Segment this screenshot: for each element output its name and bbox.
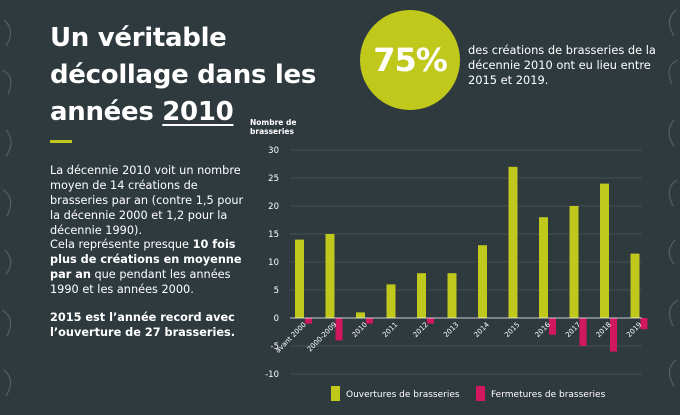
- y-axis-label-line-1: Nombre de: [250, 118, 296, 127]
- y-tick-label: -5: [271, 342, 279, 352]
- accent-divider: [50, 140, 72, 143]
- bar-closure: [549, 318, 556, 335]
- legend-label-openings: Ouvertures de brasseries: [346, 390, 460, 400]
- percentage-badge: 75%: [360, 10, 460, 110]
- y-tick-label: 0: [274, 314, 279, 324]
- x-category-label: 2015: [503, 321, 521, 339]
- y-tick-label: 20: [268, 202, 279, 212]
- y-tick-label: 15: [268, 230, 279, 240]
- bar-closure: [335, 318, 343, 341]
- y-tick-label: 10: [268, 258, 279, 268]
- bar-closure: [427, 318, 434, 324]
- bar-closure: [579, 318, 587, 346]
- bar-opening: [295, 239, 304, 318]
- y-tick-label: -10: [265, 370, 279, 380]
- y-tick-label: 5: [274, 286, 279, 296]
- headline: Un véritable décollage dans les années 2…: [50, 20, 330, 131]
- paragraph-comparison-start: Cela représente presque: [50, 238, 193, 251]
- x-category-label: 2000-2009: [306, 321, 339, 354]
- bar-opening: [508, 166, 518, 318]
- bar-opening: [539, 217, 548, 318]
- bar-closure: [366, 318, 373, 324]
- bar-closure: [305, 318, 312, 324]
- legend-swatch-closures: [476, 386, 485, 401]
- y-axis-label-line-2: brasseries: [250, 127, 294, 136]
- leaf-pattern-left: [1, 19, 12, 397]
- paragraph-record: 2015 est l’année record avec l’ouverture…: [50, 311, 236, 339]
- x-category-label: 2014: [473, 320, 492, 339]
- legend-label-closures: Fermetures de brasseries: [491, 390, 606, 400]
- bar-opening: [478, 245, 487, 318]
- bars: [295, 166, 648, 352]
- paragraph-comparison-bold: 10 fois plus de créations en moyenne par…: [50, 238, 242, 281]
- y-axis-ticks: 30 25 20 15 10 5 0 -5 -10: [265, 146, 279, 380]
- bar-opening: [417, 273, 426, 318]
- headline-line-1: Un véritable: [50, 23, 227, 53]
- bar-opening: [356, 312, 365, 318]
- headline-line-2: décollage dans les: [50, 60, 317, 90]
- bar-opening: [569, 206, 579, 318]
- headline-line-3: années 2010: [50, 94, 330, 131]
- paragraph-comparison-end: que pendant les années 1990 et les année…: [50, 268, 231, 296]
- leaf-pattern-right: [668, 9, 679, 387]
- bar-opening: [630, 253, 640, 318]
- headline-year: 2010: [162, 97, 234, 127]
- y-tick-label: 25: [268, 174, 279, 184]
- bar-opening: [325, 234, 335, 318]
- x-category-label: 2013: [442, 321, 460, 339]
- percentage-description: des créations de brasseries de la décenn…: [468, 43, 656, 87]
- headline-prefix: années: [50, 97, 163, 127]
- x-category-label: 2011: [381, 321, 399, 339]
- bar-opening: [600, 183, 609, 318]
- x-category-label: avant 2000: [274, 321, 308, 355]
- paragraph-average: La décennie 2010 voit un nombre moyen de…: [50, 164, 244, 237]
- paragraph-comparison: Cela représente presque 10 fois plus de …: [50, 237, 255, 297]
- legend-swatch-openings: [331, 386, 340, 401]
- bar-opening: [447, 273, 457, 318]
- legend: Ouvertures de brasseries Fermetures de b…: [331, 386, 606, 401]
- bar-closure: [640, 318, 648, 330]
- bar-opening: [386, 284, 396, 318]
- y-tick-label: 30: [268, 146, 279, 156]
- bar-closure: [610, 318, 617, 352]
- gridlines: [290, 149, 642, 375]
